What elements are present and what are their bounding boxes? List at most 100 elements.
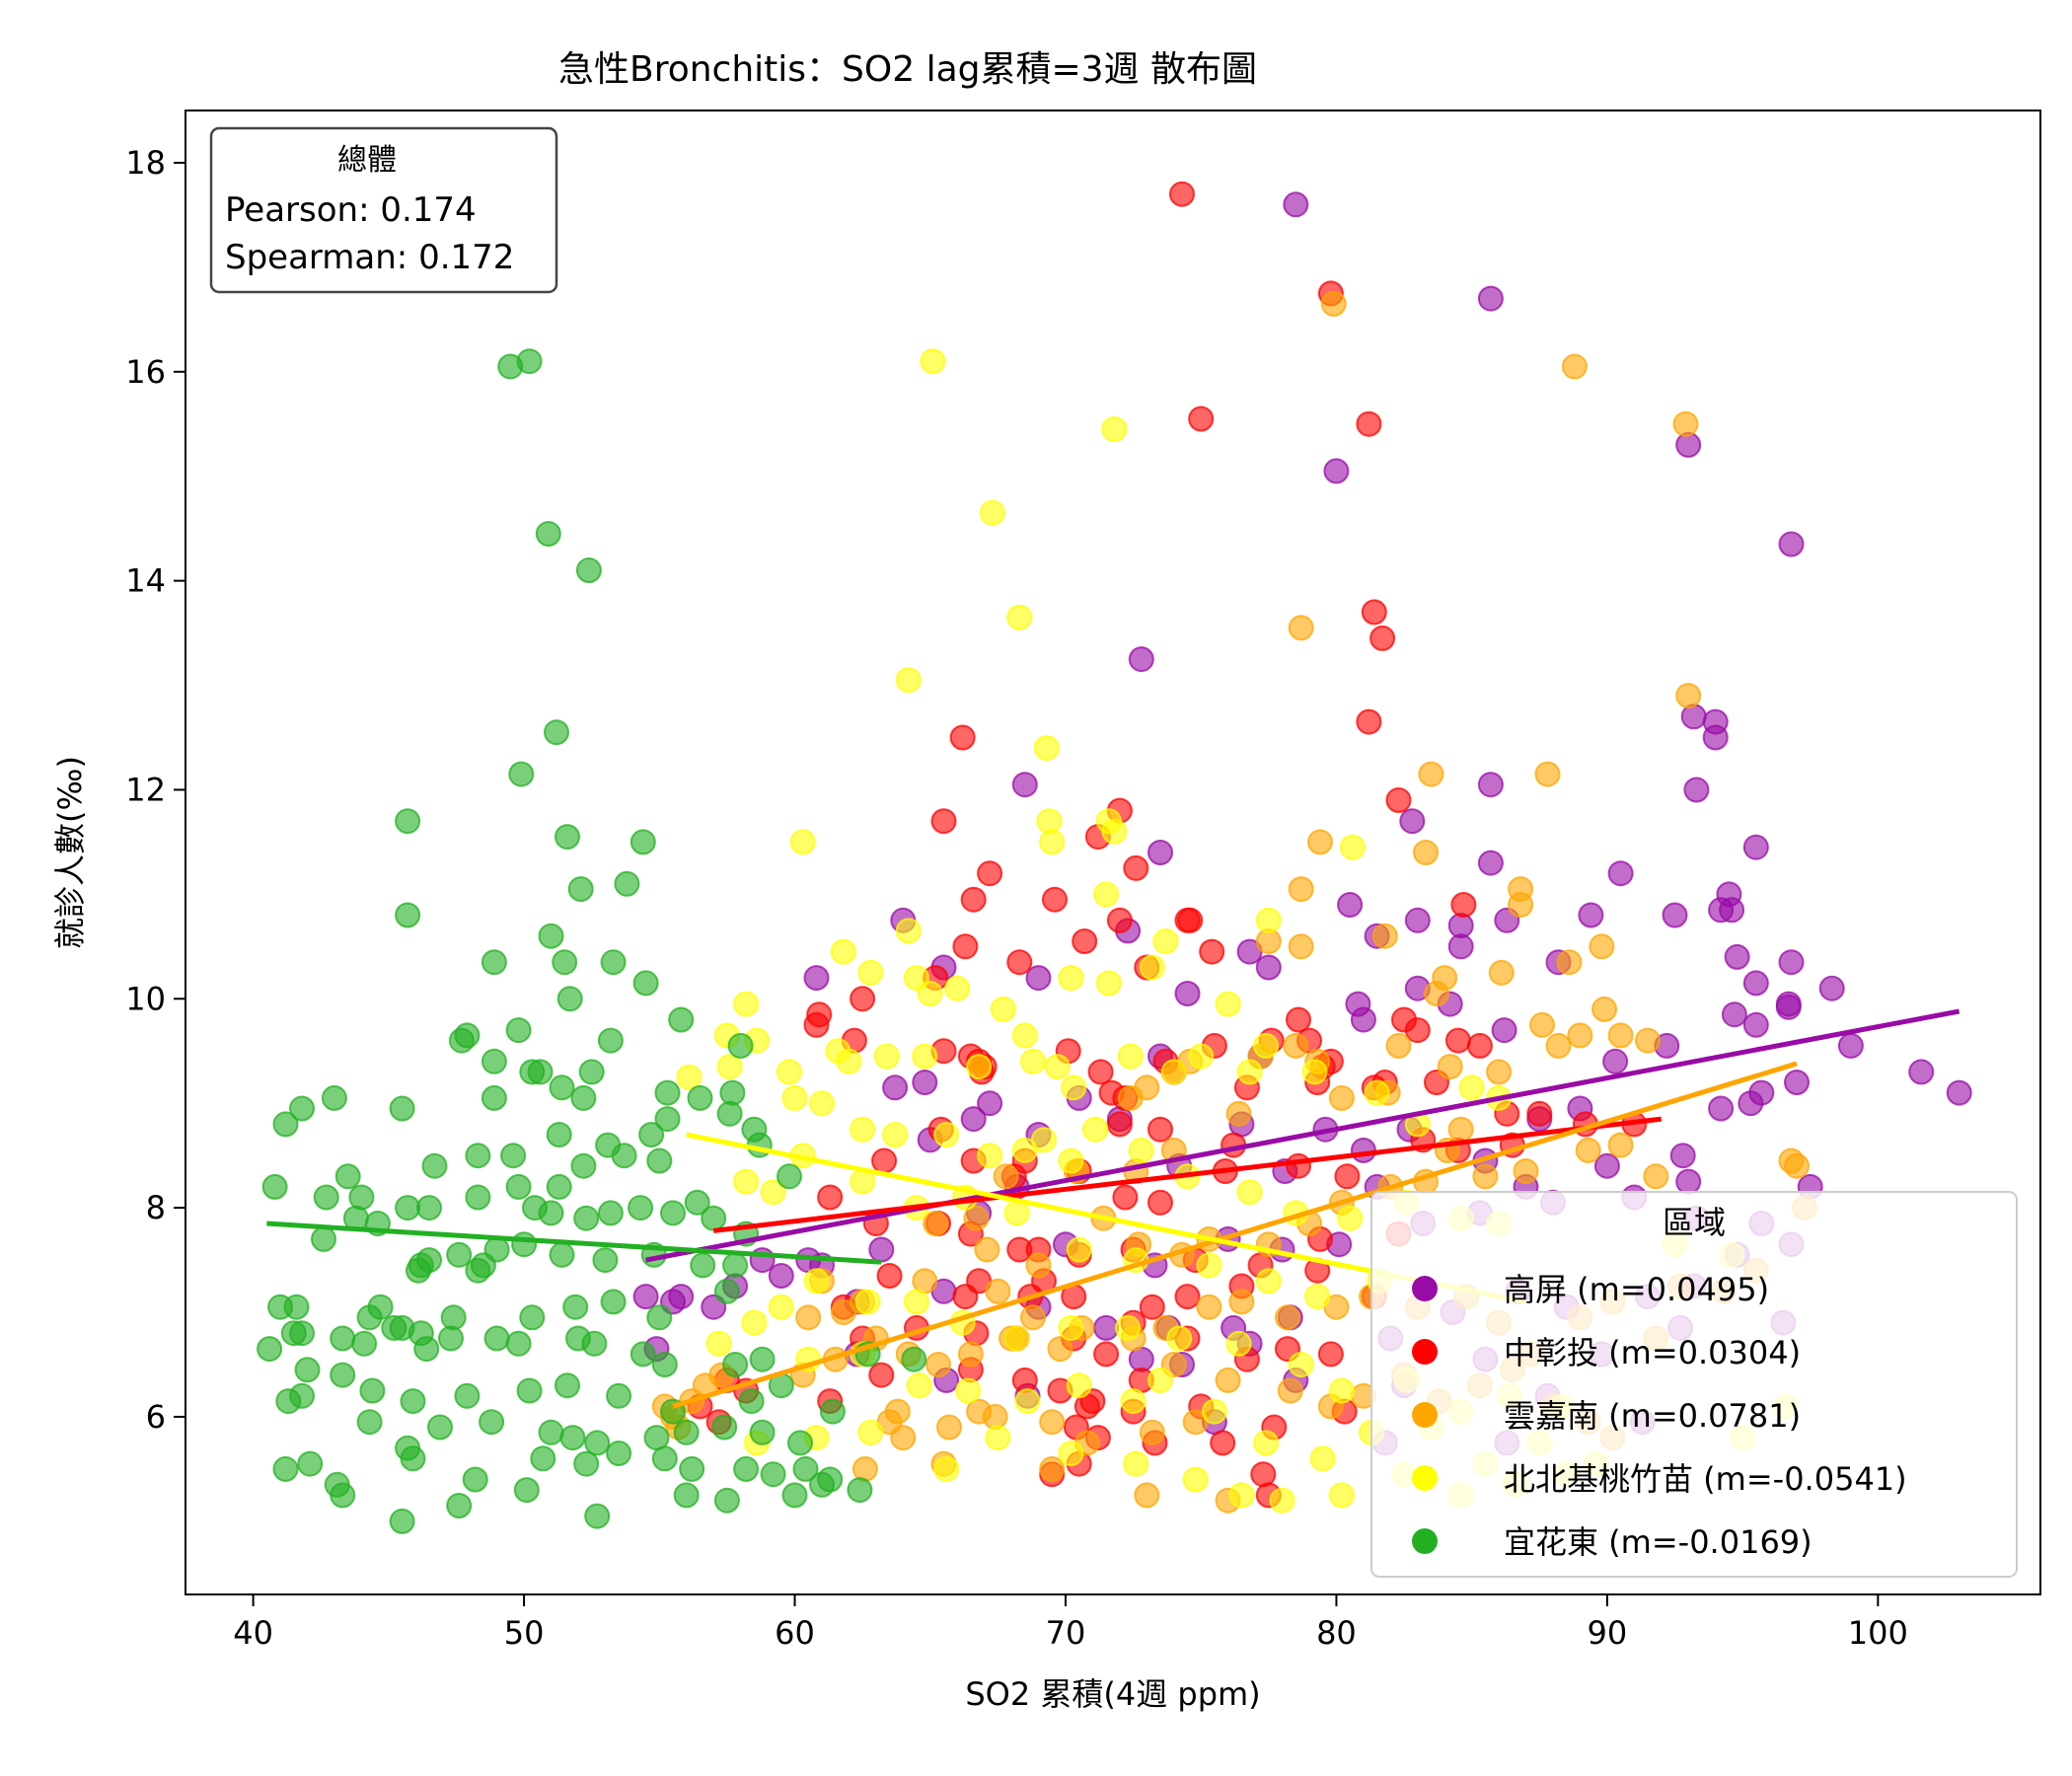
data-point xyxy=(1545,1032,1572,1059)
data-point xyxy=(1147,1367,1173,1393)
data-point xyxy=(1418,761,1444,787)
data-point xyxy=(1724,943,1750,970)
data-point xyxy=(1447,933,1474,960)
data-point xyxy=(1337,1205,1364,1231)
data-point xyxy=(389,1095,415,1122)
data-point xyxy=(1014,1388,1041,1415)
data-point xyxy=(882,1122,909,1147)
data-point xyxy=(1093,881,1120,908)
data-point xyxy=(960,1106,987,1133)
y-tick-label: 8 xyxy=(146,1189,166,1226)
data-point xyxy=(311,1225,336,1252)
data-point xyxy=(1036,808,1063,835)
data-point xyxy=(646,1304,673,1331)
data-point xyxy=(1039,1455,1066,1482)
data-point xyxy=(857,959,884,986)
data-point xyxy=(1201,1398,1227,1425)
data-point xyxy=(1444,1027,1471,1054)
data-point xyxy=(481,949,507,976)
data-point xyxy=(272,1455,299,1482)
data-point xyxy=(1196,1294,1222,1320)
data-point xyxy=(711,1414,738,1441)
data-point xyxy=(817,1184,844,1211)
x-tick-label: 50 xyxy=(504,1614,545,1652)
data-point xyxy=(1003,1325,1030,1352)
data-point xyxy=(684,1189,710,1216)
legend: 區域 高屏 (m=0.0495) 中彰投 (m=0.0304) 雲嘉南 (m=0.0… xyxy=(1370,1191,2018,1578)
data-point xyxy=(289,1320,315,1347)
legend-item: 中彰投 (m=0.0304) xyxy=(1412,1334,1801,1371)
data-point xyxy=(283,1294,310,1320)
data-point xyxy=(1115,1314,1142,1341)
data-point xyxy=(668,1006,695,1033)
data-point xyxy=(1472,1163,1499,1190)
data-point xyxy=(809,1471,835,1498)
data-point xyxy=(584,1503,611,1529)
data-point xyxy=(1215,1367,1241,1393)
data-point xyxy=(985,1278,1011,1304)
data-point xyxy=(1006,604,1033,630)
data-point xyxy=(535,521,561,547)
data-point xyxy=(1607,1132,1634,1158)
data-point xyxy=(982,1403,1008,1430)
data-point xyxy=(556,986,583,1012)
data-point xyxy=(597,1027,624,1054)
data-point xyxy=(1447,1116,1474,1143)
data-point xyxy=(1602,1048,1629,1074)
data-point xyxy=(546,1122,572,1147)
data-point xyxy=(638,1122,665,1147)
stats-spearman: Spearman: 0.172 xyxy=(225,238,514,277)
data-point xyxy=(1466,1032,1493,1059)
legend-title: 區域 xyxy=(1663,1204,1726,1241)
data-point xyxy=(400,1445,426,1472)
data-point xyxy=(1719,897,1745,924)
x-tick-label: 40 xyxy=(233,1614,273,1652)
y-tick-label: 18 xyxy=(125,144,166,182)
data-point xyxy=(1364,1079,1390,1106)
data-point xyxy=(421,1152,448,1179)
data-point xyxy=(1139,1419,1165,1445)
data-point xyxy=(330,1482,356,1509)
data-point xyxy=(1702,724,1729,751)
data-point xyxy=(1120,1388,1147,1415)
data-point xyxy=(632,970,659,997)
data-point xyxy=(578,1059,605,1085)
data-point xyxy=(1188,406,1215,432)
data-point xyxy=(1593,1152,1620,1179)
x-tick-label: 100 xyxy=(1848,1614,1908,1652)
data-point xyxy=(668,1284,695,1310)
data-point xyxy=(538,1419,564,1445)
data-point xyxy=(1039,829,1066,855)
data-point xyxy=(1160,1059,1187,1085)
data-point xyxy=(1117,1043,1144,1070)
data-point xyxy=(966,1054,993,1080)
data-point xyxy=(567,876,594,903)
data-point xyxy=(1174,1284,1201,1310)
data-point xyxy=(716,1100,743,1127)
data-point xyxy=(356,1304,383,1331)
data-point xyxy=(479,1409,505,1436)
data-point xyxy=(549,1074,575,1101)
data-point xyxy=(1323,458,1350,484)
data-point xyxy=(400,1388,426,1415)
data-point xyxy=(1210,1430,1236,1456)
data-point xyxy=(933,1122,960,1147)
data-point xyxy=(1337,892,1364,918)
data-point xyxy=(738,1388,765,1415)
data-point xyxy=(1404,907,1431,933)
data-point xyxy=(1513,1158,1539,1184)
data-point xyxy=(1082,1116,1109,1143)
data-point xyxy=(351,1330,378,1357)
data-point xyxy=(500,1143,527,1169)
stats-pearson: Pearson: 0.174 xyxy=(225,190,477,230)
data-point xyxy=(1042,886,1068,913)
data-point xyxy=(1307,829,1333,855)
data-point xyxy=(1199,938,1225,965)
data-point xyxy=(530,1445,556,1472)
data-point xyxy=(868,1362,895,1388)
legend-marker xyxy=(1412,1465,1438,1491)
data-point xyxy=(356,1409,383,1436)
data-point xyxy=(679,1455,705,1482)
data-point xyxy=(1283,1032,1309,1059)
data-point xyxy=(359,1377,386,1404)
